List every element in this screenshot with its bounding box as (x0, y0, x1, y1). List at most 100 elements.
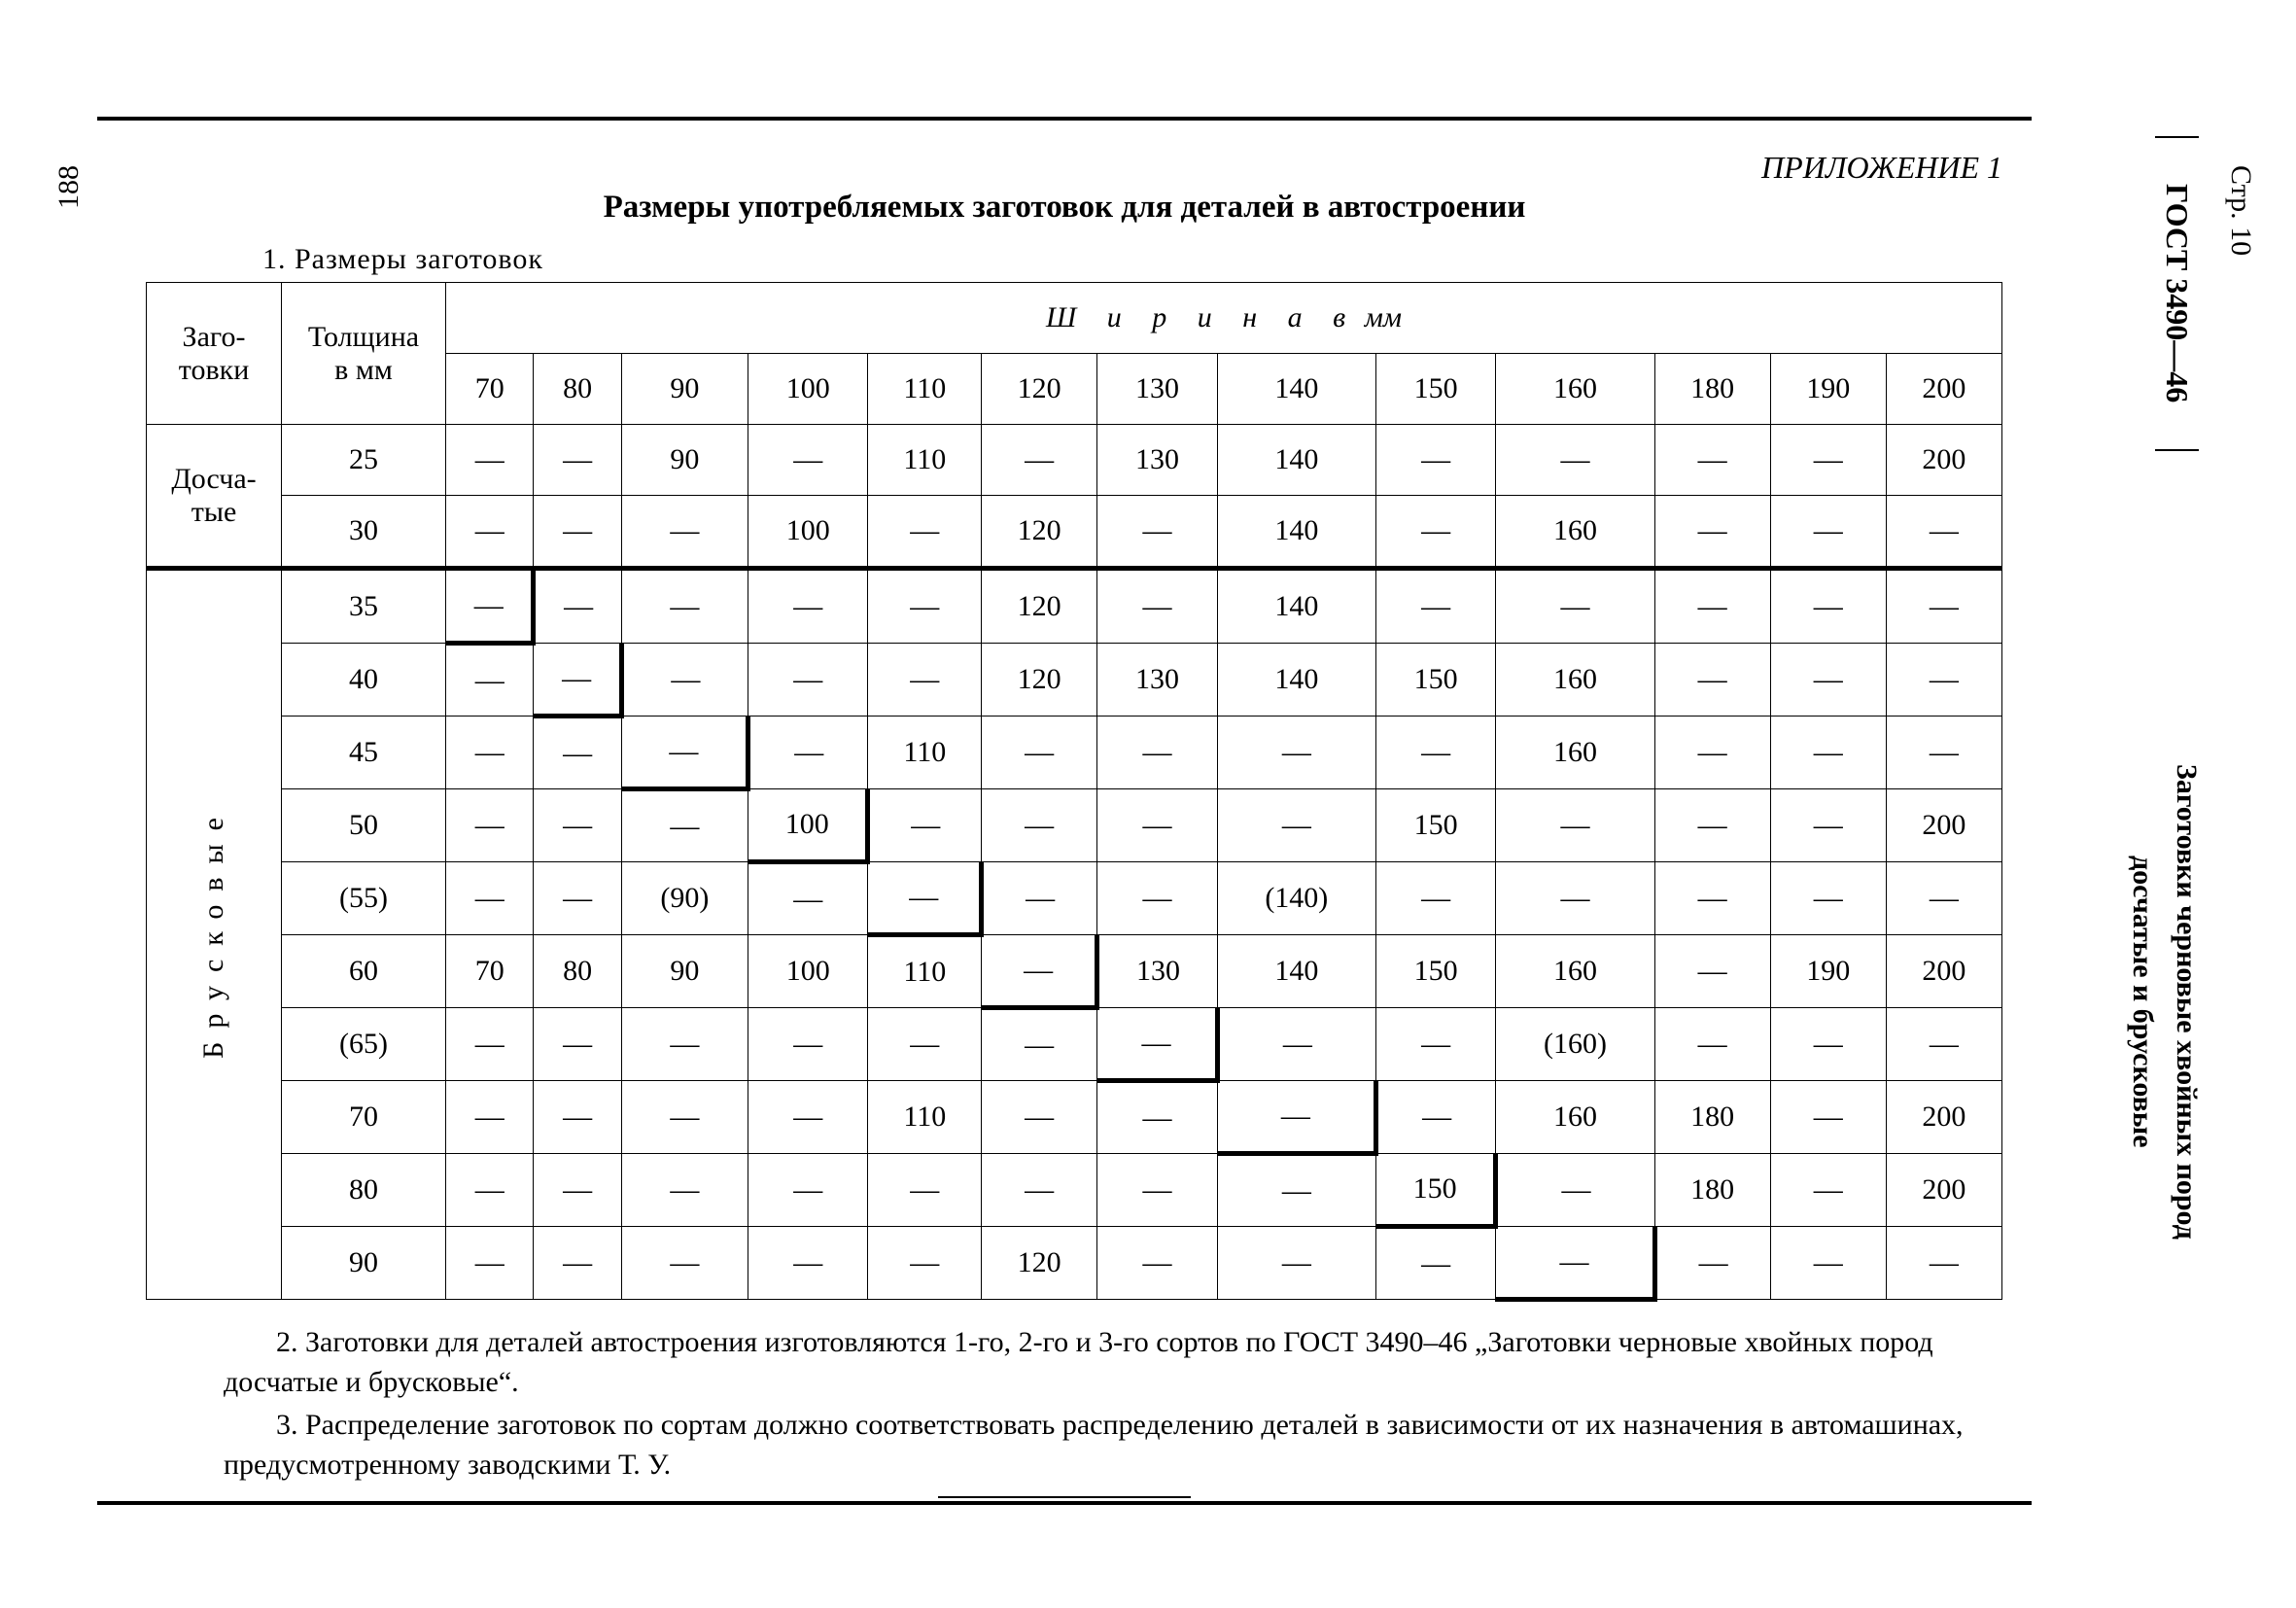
value-cell: — (1097, 569, 1218, 644)
value-cell: — (621, 1081, 748, 1154)
value-cell: — (534, 569, 621, 644)
value-cell: — (982, 1081, 1097, 1154)
value-cell: 150 (1375, 1154, 1496, 1227)
value-cell: — (982, 425, 1097, 496)
value-cell: — (1097, 1227, 1218, 1300)
value-cell: 160 (1496, 717, 1654, 789)
value-cell: — (982, 1008, 1097, 1081)
table-row: 45————110————160——— (147, 717, 2002, 789)
table-row: 30———100—120—140—160——— (147, 496, 2002, 569)
value-cell: 110 (868, 1081, 982, 1154)
value-cell: (140) (1217, 862, 1375, 935)
value-cell: — (1770, 1154, 1886, 1227)
subtitle: 1. Размеры заготовок (262, 243, 2032, 276)
value-cell: — (868, 1227, 982, 1300)
page-number-left: 188 (52, 165, 86, 209)
value-cell: 130 (1097, 425, 1218, 496)
value-cell: 180 (1654, 1154, 1770, 1227)
value-cell: — (1886, 496, 2001, 569)
thickness-cell: 70 (282, 1081, 446, 1154)
value-cell: — (446, 789, 534, 862)
thickness-cell: 30 (282, 496, 446, 569)
table-row: 40—————120130140150160——— (147, 644, 2002, 717)
value-cell: — (982, 862, 1097, 935)
value-cell: — (534, 862, 621, 935)
value-cell: — (1217, 1154, 1375, 1227)
value-cell: — (1097, 1081, 1218, 1154)
value-cell: — (868, 789, 982, 862)
table-row: 60708090100110—130140150160—190200 (147, 935, 2002, 1008)
table-row: Брусковые35—————120—140————— (147, 569, 2002, 644)
value-cell: 100 (748, 789, 868, 862)
side-desc-2: досчатые и брусковые (2127, 856, 2159, 1148)
value-cell: — (534, 1227, 621, 1300)
value-cell: 120 (982, 569, 1097, 644)
thickness-cell: 50 (282, 789, 446, 862)
value-cell: — (748, 717, 868, 789)
page-str: Стр. 10 (2224, 165, 2257, 256)
value-cell: 90 (621, 425, 748, 496)
value-cell: — (982, 1154, 1097, 1227)
thickness-cell: 60 (282, 935, 446, 1008)
value-cell: — (1770, 425, 1886, 496)
value-cell: — (748, 1008, 868, 1081)
value-cell: — (1217, 789, 1375, 862)
value-cell: — (621, 644, 748, 717)
thickness-cell: (65) (282, 1008, 446, 1081)
thickness-cell: 45 (282, 717, 446, 789)
value-cell: 200 (1886, 789, 2001, 862)
value-cell: — (446, 1008, 534, 1081)
value-cell: — (1886, 1008, 2001, 1081)
value-cell: — (446, 1081, 534, 1154)
th-width-span: Ш и р и н а в мм (446, 283, 2002, 354)
value-cell: — (982, 717, 1097, 789)
value-cell: — (1217, 1008, 1375, 1081)
table-body: Досча- тые25——90—110—130140————20030———1… (147, 425, 2002, 1300)
th-w: 130 (1097, 354, 1218, 425)
thickness-cell: 40 (282, 644, 446, 717)
value-cell: 150 (1375, 644, 1496, 717)
value-cell: 200 (1886, 425, 2001, 496)
value-cell: — (1886, 644, 2001, 717)
dimensions-table: Заго- товки Толщина в мм Ш и р и н а в м… (146, 282, 2002, 1302)
th-w: 200 (1886, 354, 2001, 425)
value-cell: 140 (1217, 569, 1375, 644)
value-cell: — (1375, 1227, 1496, 1300)
value-cell: — (534, 1008, 621, 1081)
value-cell: — (1496, 569, 1654, 644)
value-cell: — (748, 862, 868, 935)
th-w: 70 (446, 354, 534, 425)
value-cell: 140 (1217, 644, 1375, 717)
value-cell: — (1375, 717, 1496, 789)
value-cell: — (868, 1008, 982, 1081)
value-cell: — (621, 1227, 748, 1300)
table-row: (65)—————————(160)——— (147, 1008, 2002, 1081)
table-row: (55)——(90)————(140)————— (147, 862, 2002, 935)
th-w: 80 (534, 354, 621, 425)
value-cell: 160 (1496, 1081, 1654, 1154)
value-cell: — (1097, 862, 1218, 935)
notes-block: 2. Заготовки для деталей автостроения из… (224, 1323, 2002, 1485)
value-cell: — (748, 569, 868, 644)
value-cell: — (1770, 644, 1886, 717)
value-cell: — (1770, 1227, 1886, 1300)
page-frame: ПРИЛОЖЕНИЕ 1 Размеры употребляемых загот… (97, 117, 2032, 1505)
value-cell: — (1886, 569, 2001, 644)
value-cell: — (868, 1154, 982, 1227)
value-cell: — (1654, 717, 1770, 789)
table-row: 90—————120——————— (147, 1227, 2002, 1300)
value-cell: — (1654, 569, 1770, 644)
value-cell: — (1770, 1008, 1886, 1081)
value-cell: — (1217, 1227, 1375, 1300)
value-cell: 160 (1496, 935, 1654, 1008)
footer-rule (938, 1496, 1191, 1498)
value-cell: — (446, 496, 534, 569)
width-unit: мм (1365, 301, 1402, 333)
value-cell: — (1770, 1081, 1886, 1154)
value-cell: — (1375, 569, 1496, 644)
note-3: 3. Распределение заготовок по сортам дол… (224, 1406, 2002, 1485)
value-cell: — (446, 1154, 534, 1227)
value-cell: — (446, 569, 534, 644)
value-cell: 70 (446, 935, 534, 1008)
value-cell: 110 (868, 425, 982, 496)
